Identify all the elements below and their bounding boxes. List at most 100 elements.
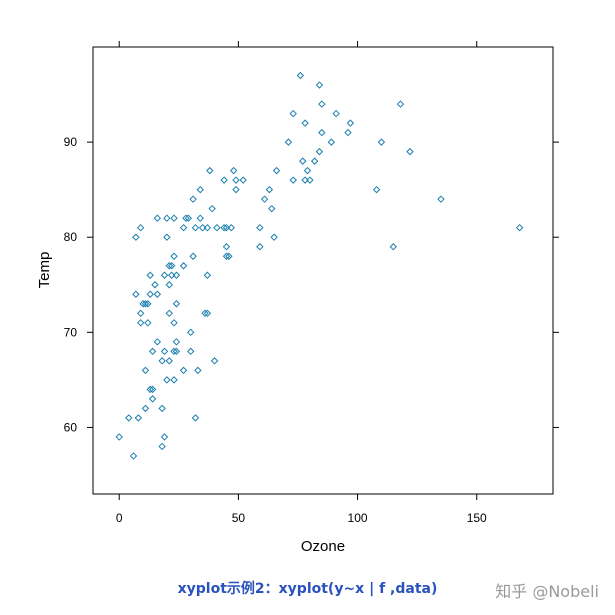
data-point <box>170 252 178 260</box>
data-point <box>284 138 293 146</box>
y-axis-label: Temp <box>36 252 53 289</box>
data-point <box>172 300 181 308</box>
data-point <box>372 185 381 194</box>
data-point <box>141 404 150 413</box>
data-point <box>148 395 157 403</box>
data-point <box>389 243 398 251</box>
y-tick-label: 70 <box>64 325 78 339</box>
data-point <box>129 452 138 460</box>
data-point <box>203 271 212 279</box>
data-point <box>299 157 307 165</box>
data-point <box>189 252 197 260</box>
data-point <box>148 347 157 356</box>
data-point <box>167 262 176 270</box>
data-point <box>146 271 154 279</box>
data-point <box>377 138 386 146</box>
data-point <box>170 347 178 356</box>
data-point <box>213 223 221 232</box>
data-point <box>165 309 173 318</box>
data-point <box>289 109 297 118</box>
data-point <box>318 100 326 108</box>
data-point <box>437 195 445 203</box>
data-point <box>210 357 219 365</box>
data-point <box>191 414 200 422</box>
data-point <box>203 309 212 318</box>
data-point <box>327 138 336 146</box>
data-point <box>191 223 200 232</box>
data-point <box>187 328 195 337</box>
data-point <box>163 214 171 222</box>
data-point <box>141 300 150 308</box>
scatter-chart: 0 50 100 150 60 70 80 90 Ozone Temp <box>36 41 559 555</box>
data-point <box>344 128 352 137</box>
data-point <box>239 176 247 184</box>
data-point <box>158 442 166 451</box>
data-point <box>306 176 314 184</box>
data-point <box>198 223 207 232</box>
data-point <box>182 214 190 222</box>
data-point <box>232 185 240 194</box>
data-point <box>268 204 276 213</box>
data-point <box>144 319 152 327</box>
data-point <box>203 223 212 232</box>
x-tick-label: 100 <box>348 511 368 525</box>
data-point <box>515 223 524 232</box>
data-point <box>115 433 123 441</box>
watermark: 知乎 @Nobeli <box>495 582 599 601</box>
data-point <box>208 204 216 213</box>
data-point <box>163 376 171 384</box>
data-point <box>153 338 162 346</box>
data-point <box>332 109 340 118</box>
data-point <box>170 214 178 222</box>
data-point <box>160 347 169 356</box>
y-tick-labels: 60 70 80 90 <box>64 135 78 434</box>
data-point <box>158 404 166 413</box>
data-point <box>194 366 202 375</box>
data-point <box>189 195 197 203</box>
data-point <box>167 271 176 279</box>
tick-marks <box>87 41 559 500</box>
data-point <box>315 81 324 89</box>
data-point <box>151 281 159 289</box>
data-point <box>141 366 150 375</box>
data-point <box>301 119 309 127</box>
data-point <box>256 223 264 232</box>
plot-frame <box>92 46 554 495</box>
data-point <box>165 357 173 365</box>
y-tick-label: 90 <box>64 135 78 149</box>
data-point <box>296 71 305 80</box>
data-point <box>144 300 152 308</box>
data-point <box>148 385 157 394</box>
y-tick-label: 80 <box>64 230 78 244</box>
data-point <box>136 223 145 232</box>
data-point <box>146 385 154 394</box>
data-point <box>146 290 154 298</box>
data-point <box>160 271 169 279</box>
data-point <box>132 290 140 298</box>
data-point <box>179 262 188 270</box>
data-point <box>225 252 233 260</box>
x-tick-label: 150 <box>467 511 487 525</box>
x-tick-labels: 0 50 100 150 <box>116 511 487 525</box>
data-point <box>170 376 178 384</box>
data-point <box>310 157 319 165</box>
data-point <box>227 223 235 232</box>
data-point <box>172 347 181 356</box>
data-point <box>165 281 173 289</box>
data-point <box>260 195 269 203</box>
data-point <box>196 185 204 194</box>
data-point <box>270 233 278 241</box>
data-point <box>125 414 133 422</box>
data-point <box>232 176 240 184</box>
data-point <box>132 233 140 241</box>
data-point <box>222 243 231 251</box>
data-point <box>220 176 228 184</box>
data-point <box>196 214 204 222</box>
data-point <box>160 433 169 441</box>
data-point <box>153 214 162 222</box>
data-point <box>172 271 181 279</box>
data-point <box>153 290 162 298</box>
data-point <box>220 223 228 232</box>
data-point <box>301 176 309 184</box>
data-point <box>136 319 145 327</box>
